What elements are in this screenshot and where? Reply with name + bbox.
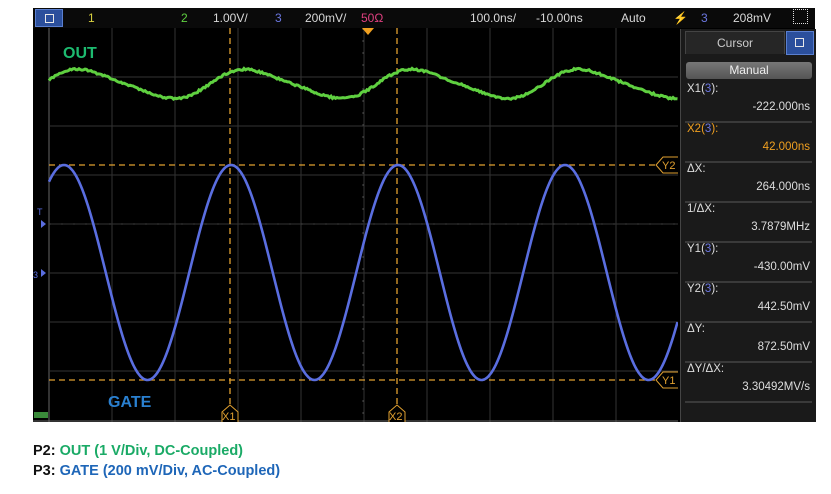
caption-p3-prefix: P3: [33, 463, 56, 479]
readout-value: 3.30492MV/s [742, 381, 810, 393]
readout-value: -430.00mV [754, 261, 810, 273]
tab-cursor[interactable]: Cursor [685, 31, 785, 54]
zoom-box-icon[interactable] [793, 9, 808, 24]
readout-label: ΔY: [687, 323, 705, 335]
caption-p2: P2: OUT (1 V/Div, DC-Coupled) [33, 443, 243, 459]
channel-1-indicator[interactable]: 1 [88, 11, 95, 25]
out-waveform [49, 68, 678, 99]
panel-menu-button[interactable] [786, 31, 814, 55]
trigger-source[interactable]: 3 [701, 11, 708, 25]
readout-value: 42.000ns [763, 141, 810, 153]
readout-value: 872.50mV [758, 341, 810, 353]
trigger-edge-icon: ⚡ [673, 11, 688, 25]
waveform-area[interactable]: OUT GATE T 3 X1 X2 Y2 Y1 [33, 28, 678, 422]
caption-p3-text: GATE (200 mV/Div, AC-Coupled) [60, 463, 280, 479]
cursor-readout-row: 1/ΔX: 3.7879MHz [685, 201, 812, 243]
readout-label: X2(3): [687, 123, 718, 135]
readout-label: Y2(3): [687, 283, 718, 295]
main-menu-button[interactable] [35, 9, 63, 27]
channel-2-indicator[interactable]: 2 [181, 11, 188, 25]
cursor-x2-label[interactable]: X2 [389, 411, 402, 422]
cursor-readout-row: X1(3): -222.000ns [685, 81, 812, 123]
cursor-readout-row: X2(3): 42.000ns [685, 121, 812, 163]
readout-value: 442.50mV [758, 301, 810, 313]
readout-label: X1(3): [687, 83, 718, 95]
ch2-ground-marker[interactable] [34, 412, 48, 418]
readout-label: Y1(3): [687, 243, 718, 255]
cursor-panel: Cursor Manual X1(3): -222.000ns X2(3): 42.0… [680, 29, 816, 422]
graticule [33, 28, 678, 422]
cursor-readout-row: Y2(3): 442.50mV [685, 281, 812, 323]
cursor-y2-label[interactable]: Y2 [662, 160, 675, 172]
gate-label: GATE [108, 394, 152, 411]
status-bar: 1 2 1.00V/ 3 200mV/ 50Ω 100.0ns/ -10.00n… [33, 8, 815, 28]
channel-3-scale[interactable]: 200mV/ [305, 11, 346, 25]
readout-label: ΔX: [687, 163, 706, 175]
cursor-lines [49, 28, 657, 406]
channel-3-impedance: 50Ω [361, 11, 383, 25]
cursor-x1-label[interactable]: X1 [222, 411, 235, 422]
cursor-readout-row: ΔY/ΔX: 3.30492MV/s [685, 361, 812, 403]
trigger-level-marker[interactable]: T [37, 207, 43, 217]
cursor-readout-row: ΔX: 264.000ns [685, 161, 812, 203]
menu-icon [45, 14, 54, 23]
channel-3-indicator[interactable]: 3 [275, 11, 282, 25]
cursor-mode-button[interactable]: Manual [686, 62, 812, 79]
readout-value: 3.7879MHz [751, 221, 810, 233]
timebase[interactable]: 100.0ns/ [470, 11, 516, 25]
caption-p3: P3: GATE (200 mV/Div, AC-Coupled) [33, 463, 280, 479]
trigger-arrow-icon [41, 220, 46, 228]
readout-label: 1/ΔX: [687, 203, 715, 215]
trigger-level[interactable]: 208mV [733, 11, 771, 25]
cursor-readout-row: ΔY: 872.50mV [685, 321, 812, 363]
ground-arrow-icon [41, 269, 46, 277]
menu-icon [795, 38, 804, 47]
oscilloscope-display: 1 2 1.00V/ 3 200mV/ 50Ω 100.0ns/ -10.00n… [33, 8, 815, 422]
cursor-readout-row: Y1(3): -430.00mV [685, 241, 812, 283]
readout-value: 264.000ns [756, 181, 810, 193]
readout-value: -222.000ns [752, 101, 810, 113]
readout-label: ΔY/ΔX: [687, 363, 724, 375]
trigger-mode[interactable]: Auto [621, 11, 646, 25]
caption-p2-prefix: P2: [33, 443, 56, 459]
time-delay[interactable]: -10.00ns [536, 11, 583, 25]
cursor-y1-label[interactable]: Y1 [662, 375, 675, 387]
channel-2-scale[interactable]: 1.00V/ [213, 11, 248, 25]
caption-p2-text: OUT (1 V/Div, DC-Coupled) [60, 443, 243, 459]
out-label: OUT [63, 45, 97, 62]
ch3-ground-marker[interactable]: 3 [33, 270, 38, 280]
